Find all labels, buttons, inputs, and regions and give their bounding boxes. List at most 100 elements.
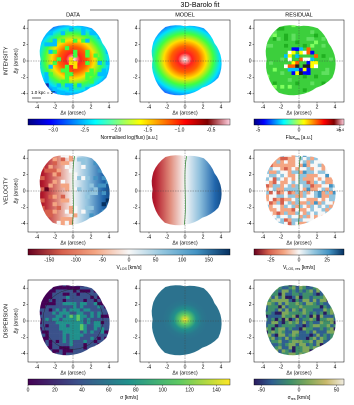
map-cell	[302, 184, 307, 188]
map-cell	[73, 324, 77, 328]
map-cell	[64, 164, 70, 169]
map-cell	[299, 295, 303, 300]
map-cell	[41, 308, 46, 312]
map-cell	[288, 298, 293, 303]
map-cell	[68, 83, 74, 88]
map-cell	[41, 317, 46, 322]
map-cell	[288, 285, 293, 287]
map-cell	[90, 336, 95, 341]
map-cell	[276, 173, 281, 178]
map-cell	[48, 292, 53, 297]
map-cell	[319, 343, 324, 347]
map-cell	[101, 202, 107, 207]
map-cell	[86, 314, 91, 319]
map-cell	[56, 168, 62, 173]
map-cell	[281, 295, 286, 300]
map-cell	[285, 321, 289, 325]
map-cell	[325, 67, 330, 72]
map-cell	[278, 330, 282, 334]
colorbar-label: Normalised log(flux) [a.u.]	[101, 135, 159, 141]
map-cell	[326, 321, 331, 325]
map-cell	[64, 198, 70, 203]
map-cell	[281, 302, 286, 306]
map-cell	[44, 209, 49, 214]
x-tick-label: -2	[279, 104, 284, 110]
map-cell	[280, 84, 285, 89]
map-cell	[299, 349, 303, 353]
map-cell	[285, 349, 289, 353]
map-cell	[100, 333, 105, 338]
map-cell	[295, 160, 300, 164]
map-cell	[302, 298, 307, 303]
y-tick-label: 4	[249, 26, 252, 32]
x-tick-label: -2	[53, 104, 58, 110]
x-axis-label: Δx (arcsec)	[286, 370, 312, 376]
map-cell	[288, 330, 293, 334]
map-cell	[295, 67, 300, 72]
map-cell	[272, 167, 277, 171]
map-cell	[45, 292, 50, 297]
map-cell	[309, 324, 314, 328]
map-cell	[309, 289, 314, 293]
map-cell	[79, 311, 84, 315]
map-cell	[62, 321, 67, 325]
map-cell	[295, 61, 300, 65]
map-cell	[62, 314, 67, 319]
map-cell	[306, 50, 311, 55]
map-cell	[272, 67, 277, 72]
colorbar-tick-label: -2.5	[81, 127, 90, 133]
map-cell	[86, 346, 91, 350]
y-tick-label: -2	[21, 205, 26, 211]
map-cell	[97, 57, 102, 62]
map-cell	[288, 346, 293, 350]
map-cell	[272, 214, 277, 219]
map-cell	[309, 339, 314, 344]
y-tick-label: 4	[135, 286, 138, 292]
map-cell	[281, 286, 286, 290]
map-cell	[276, 218, 281, 223]
map-cell	[291, 170, 296, 175]
map-cell	[73, 305, 77, 309]
map-cell	[66, 311, 70, 315]
map-cell	[302, 187, 307, 192]
map-cell	[317, 173, 322, 178]
map-cell	[309, 317, 314, 322]
map-cell	[309, 308, 314, 312]
map-cell	[278, 346, 282, 350]
map-cell	[97, 317, 101, 322]
map-cell	[292, 321, 296, 325]
map-cell	[271, 327, 276, 331]
colorbar-tick-label: 0	[298, 387, 301, 393]
map-cell	[56, 90, 62, 95]
map-cell	[79, 327, 84, 331]
map-cell	[69, 336, 74, 341]
map-cell	[272, 194, 277, 199]
map-cell	[66, 343, 70, 347]
map-cell	[79, 308, 84, 312]
map-cell	[325, 208, 330, 212]
map-cell	[93, 292, 98, 297]
map-cell	[77, 83, 82, 88]
map-cell	[271, 311, 276, 315]
map-cell	[274, 333, 279, 338]
y-axis-label: Δy (arcsec)	[13, 308, 19, 334]
row-label: DISPERSION	[3, 304, 9, 338]
x-tick-label: -4	[147, 234, 152, 240]
map-cell	[316, 305, 321, 309]
map-cell	[97, 168, 102, 173]
map-cell	[316, 311, 321, 315]
x-tick-label: 4	[108, 364, 111, 370]
map-cell	[52, 38, 57, 43]
map-cell	[299, 314, 303, 319]
map-cell	[85, 53, 90, 58]
map-cell	[295, 321, 300, 325]
map-cell	[288, 336, 293, 341]
colorbar-label-unit: [km/s]	[127, 265, 142, 271]
map-cell	[90, 305, 95, 309]
map-cell	[314, 156, 319, 161]
map-cell	[323, 305, 327, 309]
map-cell	[295, 218, 300, 223]
map-cell	[68, 61, 74, 66]
map-cell	[55, 330, 60, 334]
